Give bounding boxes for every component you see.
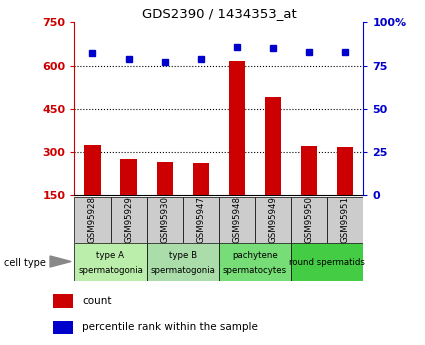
Text: percentile rank within the sample: percentile rank within the sample (82, 323, 258, 333)
Bar (110, 197, 147, 243)
Text: GSM95928: GSM95928 (88, 196, 97, 244)
Bar (156, 162, 173, 195)
Text: GSM95951: GSM95951 (341, 196, 350, 244)
Bar (219, 243, 291, 281)
Text: spermatogonia: spermatogonia (78, 266, 143, 275)
Bar (291, 243, 363, 281)
Bar (337, 148, 354, 195)
Bar (147, 197, 183, 243)
Text: spermatogonia: spermatogonia (150, 266, 215, 275)
Text: GSM95947: GSM95947 (196, 196, 205, 244)
Bar (183, 197, 219, 243)
Bar (53, 294, 73, 308)
Text: pachytene: pachytene (232, 251, 278, 260)
Bar (53, 321, 73, 334)
Text: round spermatids: round spermatids (289, 258, 365, 267)
Bar (229, 61, 245, 195)
Text: GSM95948: GSM95948 (232, 196, 241, 244)
Bar (255, 197, 291, 243)
Text: cell type: cell type (4, 258, 46, 268)
Bar (84, 145, 101, 195)
Text: type A: type A (96, 251, 125, 260)
Bar (265, 97, 281, 195)
Bar (291, 197, 327, 243)
Bar (147, 243, 219, 281)
Bar (120, 159, 137, 195)
Text: GSM95950: GSM95950 (305, 196, 314, 244)
Polygon shape (50, 256, 71, 267)
Text: spermatocytes: spermatocytes (223, 266, 287, 275)
Text: GSM95949: GSM95949 (269, 197, 278, 243)
Text: type B: type B (169, 251, 197, 260)
Bar (301, 146, 317, 195)
Bar (74, 197, 110, 243)
Text: GSM95930: GSM95930 (160, 196, 169, 244)
Bar (193, 163, 209, 195)
Bar (327, 197, 363, 243)
Title: GDS2390 / 1434353_at: GDS2390 / 1434353_at (142, 7, 296, 20)
Bar (219, 197, 255, 243)
Text: count: count (82, 296, 112, 306)
Bar (74, 243, 147, 281)
Text: GSM95929: GSM95929 (124, 197, 133, 243)
